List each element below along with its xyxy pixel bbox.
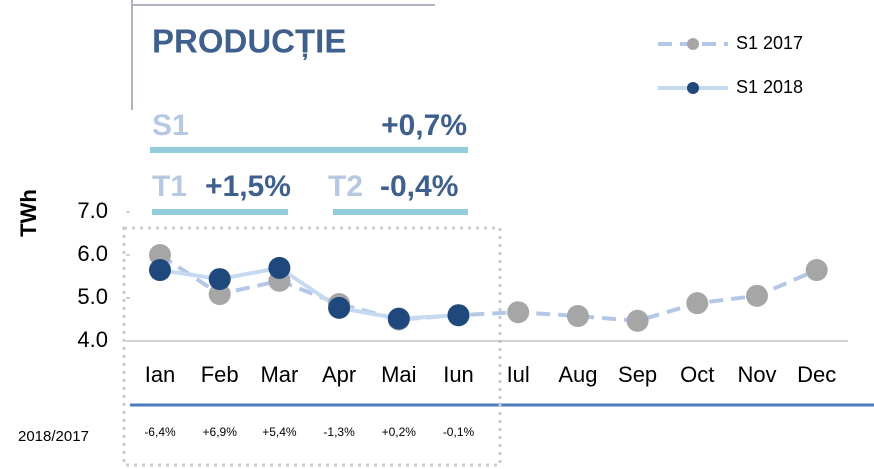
point [268, 256, 291, 279]
series-line [158, 253, 818, 323]
x-tick-label: Iun [443, 362, 474, 387]
chart-title: PRODUCȚIE [152, 23, 346, 60]
x-tick-label: Mar [260, 362, 298, 387]
change-label: +0,2% [382, 425, 417, 439]
change-label: -0,1% [443, 425, 475, 439]
x-tick-label: Aug [558, 362, 597, 387]
x-tick-label: Iul [507, 362, 530, 387]
change-label: -6,4% [144, 425, 176, 439]
row-label: 2018/2017 [18, 428, 89, 445]
x-tick-label: Sep [618, 362, 657, 387]
point [447, 304, 470, 327]
change-label: -1,3% [323, 425, 355, 439]
highlight-box [122, 226, 502, 467]
point [746, 284, 768, 307]
point [149, 259, 171, 282]
x-tick-label: Feb [201, 362, 239, 387]
point [208, 283, 231, 306]
x-tick-label: Mai [381, 362, 416, 387]
x-tick-label: Nov [737, 362, 776, 387]
point [626, 309, 649, 332]
point [387, 307, 410, 330]
point [208, 268, 231, 291]
change-label: +5,4% [262, 425, 297, 439]
legend-label: S1 2018 [736, 77, 803, 97]
deco-bar [333, 209, 468, 215]
s1-value: +0,7% [381, 109, 467, 142]
t1-label: T1 [152, 170, 187, 203]
x-tick-label: Ian [145, 362, 176, 387]
y-axis-label: TWh [16, 189, 41, 237]
t2-value: -0,4% [380, 170, 458, 203]
y-tick-label: 6.0 [77, 241, 108, 266]
legend-label: S1 2017 [736, 33, 803, 53]
change-label: +6,9% [203, 425, 238, 439]
point [566, 305, 589, 328]
y-tick-label: 5.0 [77, 284, 108, 309]
legend-marker [687, 38, 699, 50]
point [328, 296, 351, 319]
legend-marker [687, 82, 699, 94]
x-tick-label: Apr [322, 362, 356, 387]
x-tick-label: Oct [680, 362, 714, 387]
point [149, 244, 171, 266]
point [686, 292, 709, 315]
point [507, 301, 530, 324]
x-tick-label: Dec [797, 362, 836, 387]
deco-bar [150, 147, 468, 153]
t2-label: T2 [328, 170, 363, 203]
point [805, 259, 828, 282]
deco-bar [152, 209, 288, 215]
y-tick-label: 4.0 [77, 327, 108, 352]
s1-label: S1 [152, 109, 189, 142]
y-tick-label: 7.0 [77, 198, 108, 223]
t1-value: +1,5% [205, 170, 291, 203]
